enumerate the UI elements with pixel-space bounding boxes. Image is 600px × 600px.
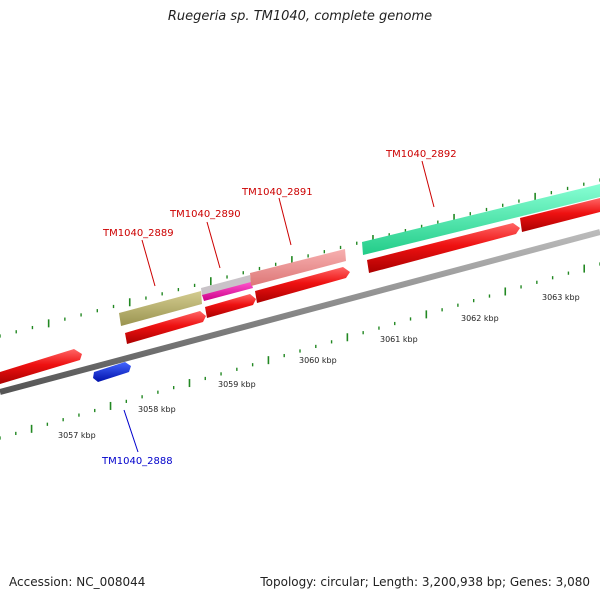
label-tm1040-2891: TM1040_2891 [241, 187, 313, 198]
forward-cds-track [0, 198, 600, 384]
genome-backbone [0, 229, 600, 395]
label-leaders [123, 160, 435, 453]
accession-text: Accession: NC_008044 [9, 575, 146, 589]
kbp-labels: 3057 kbp 3058 kbp 3059 kbp 3060 kbp 3061… [58, 293, 580, 440]
feature-tm1040-2891 [250, 249, 346, 286]
label-tm1040-2890: TM1040_2890 [169, 209, 241, 220]
feature-tm1040-2889 [119, 291, 202, 326]
cds-arrow [0, 349, 82, 384]
kbp-label: 3062 kbp [461, 314, 499, 323]
leader-tm1040-2888 [123, 409, 139, 453]
feature-tm1040-2892 [362, 184, 600, 255]
cds-arrow [520, 198, 600, 232]
feature-labels: TM1040_2888 TM1040_2889 TM1040_2890 TM10… [101, 149, 457, 467]
leader-tm1040-2892 [421, 160, 435, 208]
topology-summary: Topology: circular; Length: 3,200,938 bp… [260, 575, 590, 589]
label-tm1040-2889: TM1040_2889 [102, 228, 174, 239]
cds-arrow [205, 294, 256, 318]
kbp-label: 3063 kbp [542, 293, 580, 302]
kbp-label: 3061 kbp [380, 335, 418, 344]
feature-tm1040-2890 [202, 282, 253, 301]
kbp-label: 3057 kbp [58, 431, 96, 440]
feature-tm1040-2890-top [201, 275, 251, 296]
kbp-label: 3058 kbp [138, 405, 176, 414]
feature-tm1040-2888 [93, 362, 131, 382]
kbp-label: 3059 kbp [218, 380, 256, 389]
cds-arrow [125, 311, 206, 344]
kbp-label: 3060 kbp [299, 356, 337, 365]
label-tm1040-2892: TM1040_2892 [385, 149, 457, 160]
leader-tm1040-2890 [206, 221, 221, 269]
label-tm1040-2888: TM1040_2888 [101, 456, 173, 467]
feature-bars [119, 184, 600, 326]
genome-title: Ruegeria sp. TM1040, complete genome [167, 9, 433, 24]
leader-tm1040-2889 [141, 239, 156, 287]
cds-arrow [255, 267, 350, 303]
leader-tm1040-2891 [278, 197, 292, 246]
cds-arrow [367, 223, 520, 273]
